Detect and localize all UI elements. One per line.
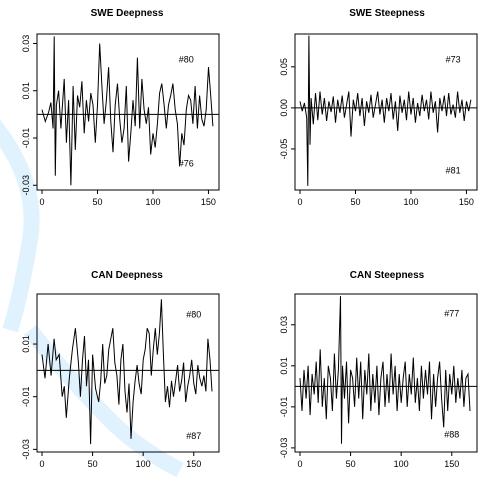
annotation-label: #73 — [446, 55, 461, 65]
panel-can-steepness: CAN Steepness 0 50 100 150 -0.03 -0.01 0.01 0.… — [279, 270, 478, 469]
panel-title: CAN Deepness — [91, 270, 163, 281]
y-tick-label: 0.03 — [279, 316, 289, 334]
panel-swe-steepness: SWE Steepness 0 50 100 150 -0.05 0.00 0.05 #7… — [279, 8, 478, 207]
annotations: #80 #87 — [186, 310, 201, 441]
y-tick-label: 0.00 — [279, 99, 289, 117]
y-tick-label: -0.03 — [21, 439, 31, 460]
panel-title: SWE Deepness — [91, 8, 164, 19]
y-tick-label: 0.01 — [21, 82, 31, 100]
y-tick-label: -0.01 — [279, 397, 289, 418]
annotations: #80 #76 — [179, 54, 194, 168]
x-axis: 0 50 100 150 — [39, 190, 216, 207]
y-tick-label: 0.01 — [279, 357, 289, 375]
y-axis: -0.03 -0.01 0.01 — [21, 335, 37, 460]
panel-swe-deepness: SWE Deepness 0 50 100 150 -0.03 -0.01 0.01 0.0… — [21, 8, 220, 207]
y-tick-label: -0.01 — [21, 128, 31, 149]
x-tick-label: 150 — [444, 459, 459, 469]
annotation-label: #87 — [186, 431, 201, 441]
x-tick-label: 0 — [39, 197, 44, 207]
panel-title: CAN Steepness — [350, 270, 425, 281]
series-path — [299, 35, 472, 186]
plot-frame — [294, 33, 478, 191]
annotation-label: #80 — [186, 310, 201, 320]
x-tick-label: 50 — [88, 459, 98, 469]
x-tick-label: 100 — [136, 459, 151, 469]
y-tick-label: 0.05 — [279, 58, 289, 76]
series-path — [41, 36, 214, 186]
x-tick-label: 150 — [459, 197, 474, 207]
annotation-label: #80 — [179, 54, 194, 64]
x-axis: 0 50 100 150 — [297, 190, 474, 207]
y-tick-label: -0.03 — [21, 175, 31, 196]
series-path — [299, 296, 471, 444]
y-tick-label: 0.01 — [21, 335, 31, 353]
y-axis: -0.03 -0.01 0.01 0.03 — [21, 35, 37, 196]
series-line — [295, 296, 477, 444]
x-tick-label: 0 — [297, 197, 302, 207]
annotation-label: #88 — [444, 430, 459, 440]
x-tick-label: 100 — [403, 197, 418, 207]
x-tick-label: 100 — [394, 459, 409, 469]
x-axis: 0 50 100 150 — [297, 452, 459, 469]
annotations: #73 #81 — [446, 55, 461, 176]
x-tick-label: 150 — [186, 459, 201, 469]
x-tick-label: 150 — [201, 197, 216, 207]
panel-can-deepness: CAN Deepness 0 50 100 150 -0.03 -0.01 0.01 #8… — [21, 270, 220, 469]
x-axis: 0 50 100 150 — [39, 452, 201, 469]
y-axis: -0.03 -0.01 0.01 0.03 — [279, 316, 295, 458]
y-axis: -0.05 0.00 0.05 — [279, 58, 295, 159]
plot-frame — [36, 33, 220, 191]
annotation-label: #77 — [444, 309, 459, 319]
x-tick-label: 100 — [145, 197, 160, 207]
y-tick-label: -0.03 — [279, 438, 289, 459]
y-tick-label: -0.05 — [279, 139, 289, 160]
x-tick-label: 0 — [39, 459, 44, 469]
x-tick-label: 50 — [350, 197, 360, 207]
annotation-label: #76 — [179, 158, 194, 168]
x-tick-label: 0 — [297, 459, 302, 469]
y-tick-label: 0.03 — [21, 35, 31, 53]
annotations: #77 #88 — [444, 309, 459, 440]
annotation-label: #81 — [446, 166, 461, 176]
plot-frame — [294, 293, 478, 453]
y-tick-label: -0.01 — [21, 386, 31, 407]
series-line — [37, 36, 219, 186]
panel-title: SWE Steepness — [349, 8, 425, 19]
x-tick-label: 50 — [346, 459, 356, 469]
x-tick-label: 50 — [92, 197, 102, 207]
series-line — [37, 299, 219, 445]
series-line — [295, 35, 477, 186]
series-path — [41, 299, 213, 445]
plot-frame — [36, 293, 220, 453]
